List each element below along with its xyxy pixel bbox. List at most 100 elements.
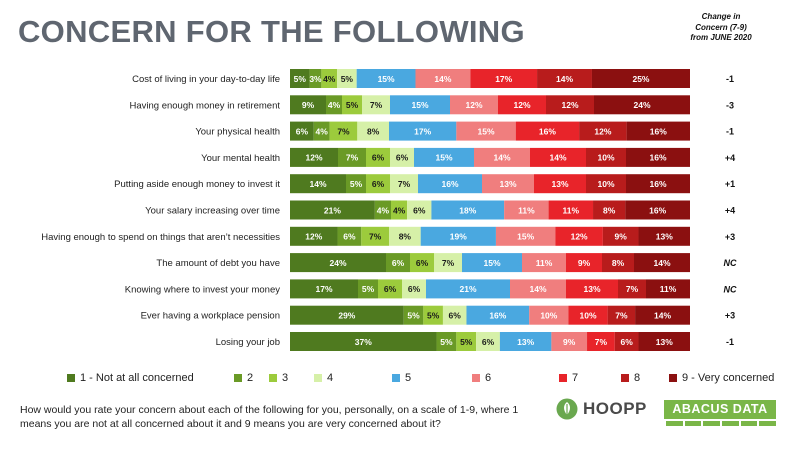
data-label: 7% bbox=[337, 126, 350, 136]
data-label: 5% bbox=[341, 74, 354, 84]
hoopp-logo: HOOPP bbox=[556, 398, 647, 420]
data-label: 5% bbox=[460, 337, 473, 347]
bar-segment bbox=[436, 332, 457, 351]
bar-segment bbox=[614, 332, 639, 351]
bar-segment bbox=[638, 226, 690, 246]
data-label: 16% bbox=[441, 179, 458, 189]
change-value: -1 bbox=[726, 337, 734, 347]
bar-segment bbox=[290, 305, 404, 325]
legend-label: 3 bbox=[282, 372, 289, 384]
legend-label: 6 bbox=[485, 372, 492, 384]
bar-segment bbox=[356, 69, 416, 88]
data-label: 7% bbox=[442, 258, 455, 268]
bar-segment bbox=[366, 147, 390, 167]
data-label: 15% bbox=[378, 74, 395, 84]
legend-item: 2 bbox=[234, 372, 253, 384]
change-value: NC bbox=[724, 284, 737, 294]
bar-segment bbox=[551, 332, 588, 351]
data-label: 5% bbox=[350, 179, 363, 189]
data-label: 10% bbox=[580, 311, 597, 321]
data-label: 4% bbox=[328, 100, 341, 110]
abacus-logo-bar bbox=[664, 421, 777, 426]
bar-segment bbox=[290, 253, 386, 273]
data-label: 6% bbox=[384, 284, 397, 294]
data-label: 17% bbox=[495, 74, 512, 84]
data-label: 7% bbox=[346, 153, 359, 163]
legend-swatch bbox=[559, 374, 567, 382]
bar-segment bbox=[470, 69, 538, 88]
data-label: 16% bbox=[649, 205, 666, 215]
abacus-logo-text: ABACUS DATA bbox=[664, 400, 776, 419]
bar-segment bbox=[342, 95, 362, 115]
category-label: Your physical health bbox=[195, 127, 280, 138]
bar-segment bbox=[290, 200, 375, 220]
bar-segment bbox=[426, 279, 510, 299]
bar-segment bbox=[482, 174, 534, 194]
bar-segment bbox=[366, 174, 390, 194]
bar-segment bbox=[602, 253, 634, 273]
legend-label: 8 bbox=[634, 372, 641, 384]
data-label: 9% bbox=[302, 100, 315, 110]
bar-segment bbox=[625, 200, 690, 220]
bar-segment bbox=[530, 147, 586, 167]
data-label: 3% bbox=[309, 74, 322, 84]
bar-segment bbox=[434, 253, 462, 273]
change-header-line: Concern (7-9) bbox=[695, 22, 747, 32]
bar-segment bbox=[338, 147, 366, 167]
data-label: 9% bbox=[563, 337, 576, 347]
bar-segment bbox=[462, 253, 522, 273]
bar-segment bbox=[313, 121, 330, 141]
legend-swatch bbox=[314, 374, 322, 382]
legend-label: 1 - Not at all concerned bbox=[80, 372, 194, 384]
data-label: 13% bbox=[499, 179, 516, 189]
bar-segment bbox=[607, 305, 636, 325]
data-label: 16% bbox=[489, 311, 506, 321]
bar-segment bbox=[389, 226, 421, 246]
bar-segment bbox=[466, 305, 530, 325]
legend-swatch bbox=[621, 374, 629, 382]
data-label: 6% bbox=[620, 337, 633, 347]
bar-segment bbox=[456, 121, 516, 141]
data-label: 10% bbox=[597, 153, 614, 163]
data-label: 15% bbox=[435, 153, 452, 163]
bar-segment bbox=[309, 69, 322, 88]
legend: 1 - Not at all concerned 2 3 4 5 6 7 8 9 - Very … bbox=[40, 372, 780, 388]
legend-item: 1 - Not at all concerned bbox=[67, 372, 194, 384]
data-label: 21% bbox=[459, 284, 476, 294]
data-label: 6% bbox=[392, 258, 405, 268]
legend-label: 9 - Very concerned bbox=[682, 372, 775, 384]
bar-segment bbox=[415, 69, 471, 88]
legend-item: 9 - Very concerned bbox=[669, 372, 774, 384]
data-label: 9% bbox=[578, 258, 591, 268]
data-label: 29% bbox=[338, 311, 355, 321]
change-value: +4 bbox=[725, 206, 735, 216]
data-label: 10% bbox=[597, 179, 614, 189]
data-label: 12% bbox=[513, 100, 530, 110]
bar-segment bbox=[414, 147, 474, 167]
legend-swatch bbox=[269, 374, 277, 382]
bar-segment bbox=[420, 226, 496, 246]
bar-segment bbox=[499, 332, 552, 351]
data-label: 5% bbox=[407, 311, 420, 321]
legend-item: 3 bbox=[269, 372, 288, 384]
category-label: Putting aside enough money to invest it bbox=[114, 179, 280, 190]
legend-label: 7 bbox=[572, 372, 579, 384]
data-label: 15% bbox=[517, 232, 534, 242]
data-label: 5% bbox=[362, 284, 375, 294]
bar-segment bbox=[389, 121, 457, 141]
data-label: 24% bbox=[329, 258, 346, 268]
data-label: 5% bbox=[346, 100, 359, 110]
bar-segment bbox=[358, 279, 378, 299]
data-label: 8% bbox=[399, 232, 412, 242]
data-label: 6% bbox=[372, 179, 385, 189]
data-label: 8% bbox=[612, 258, 625, 268]
data-label: 7% bbox=[626, 284, 639, 294]
data-label: 11% bbox=[536, 258, 553, 268]
legend-item: 8 bbox=[621, 372, 640, 384]
bar-segment bbox=[290, 147, 338, 167]
data-label: 7% bbox=[370, 100, 383, 110]
bar-segment bbox=[290, 279, 358, 299]
category-label: Having enough to spend on things that ar… bbox=[41, 232, 280, 243]
data-label: 11% bbox=[563, 205, 580, 215]
bar-segment bbox=[638, 332, 690, 351]
